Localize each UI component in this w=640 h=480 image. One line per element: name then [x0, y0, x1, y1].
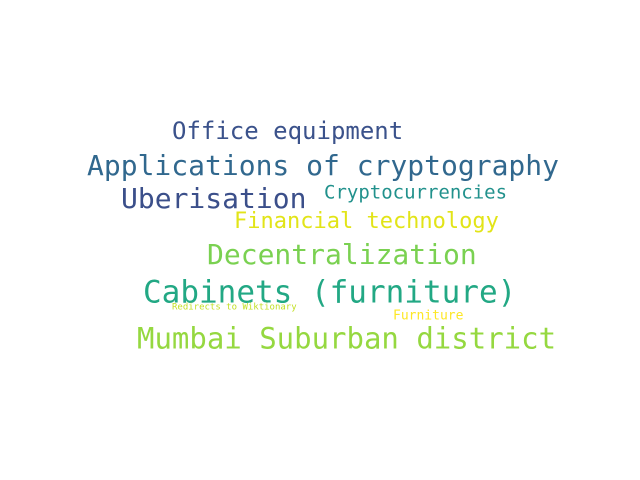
- word-furniture: Furniture: [393, 308, 464, 324]
- word-financial-technology: Financial technology: [234, 209, 499, 234]
- word-office-equipment: Office equipment: [172, 117, 404, 145]
- word-cryptocurrencies: Cryptocurrencies: [324, 181, 508, 204]
- word-redirects-to-wiktionary: Redirects to Wiktionary: [172, 302, 297, 313]
- word-uberisation: Uberisation: [121, 182, 307, 215]
- word-cabinets-furniture: Cabinets (furniture): [143, 274, 517, 311]
- word-decentralization: Decentralization: [207, 238, 477, 271]
- word-applications-of-cryptography: Applications of cryptography: [87, 149, 560, 182]
- word-mumbai-suburban-district: Mumbai Suburban district: [137, 321, 557, 356]
